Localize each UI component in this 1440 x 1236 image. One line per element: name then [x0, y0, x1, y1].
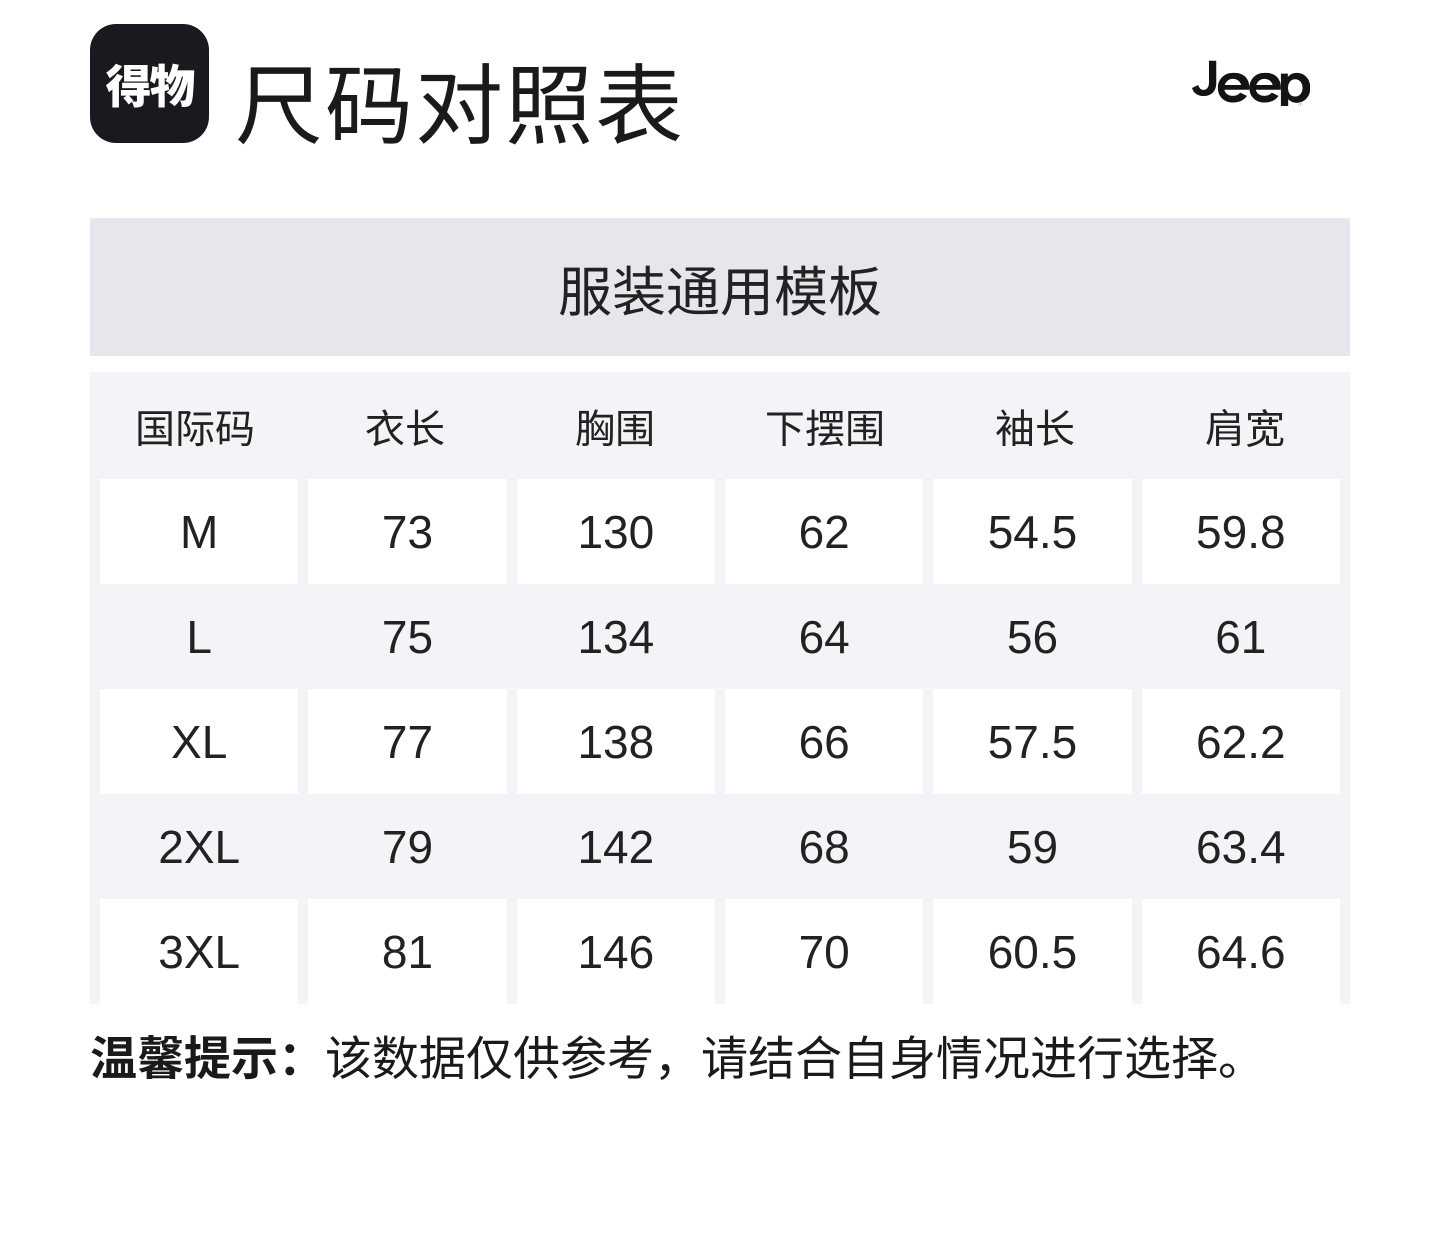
svg-text:R: R: [1299, 105, 1301, 106]
